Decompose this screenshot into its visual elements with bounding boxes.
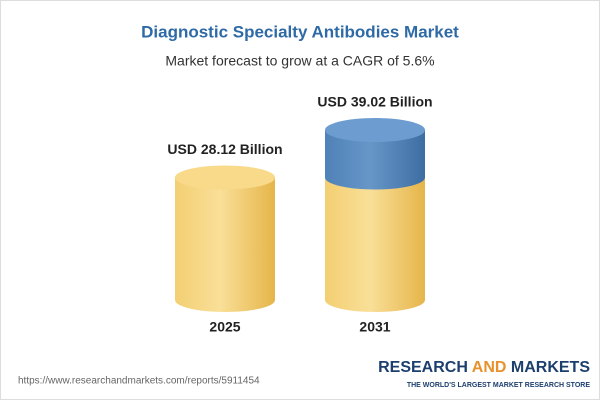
value-label: USD 28.12 Billion (167, 141, 282, 157)
category-label: 2031 (359, 319, 390, 335)
logo-part: AND (472, 359, 507, 376)
chart-subtitle: Market forecast to grow at a CAGR of 5.6… (165, 53, 434, 69)
cylinder-growth (325, 130, 425, 190)
cylinder-top (325, 118, 425, 142)
logo-part: RESEARCH (378, 359, 468, 376)
logo-part: MARKETS (511, 359, 590, 376)
logo: RESEARCH AND MARKETS (378, 359, 590, 376)
source-url: https://www.researchandmarkets.com/repor… (18, 376, 260, 387)
cylinder-body (175, 177, 275, 312)
category-label: 2025 (209, 319, 240, 335)
chart-title: Diagnostic Specialty Antibodies Market (141, 22, 459, 41)
logo-tagline: THE WORLD'S LARGEST MARKET RESEARCH STOR… (407, 382, 590, 389)
cylinder-base (325, 177, 425, 312)
value-label: USD 39.02 Billion (317, 94, 432, 110)
cylinder-top (175, 165, 275, 190)
